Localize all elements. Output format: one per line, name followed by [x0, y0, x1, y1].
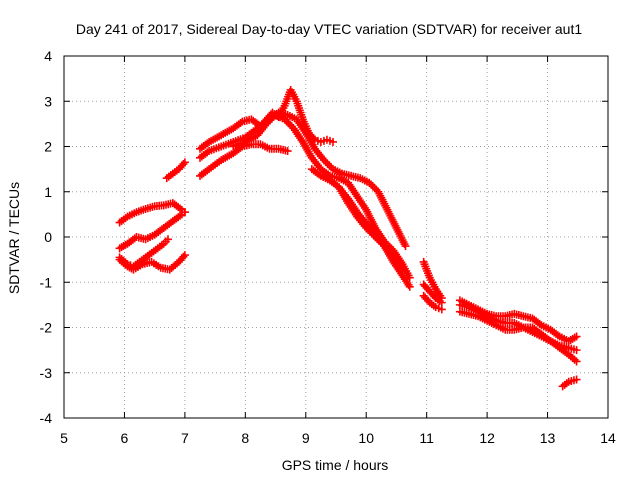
- data-point: [405, 282, 414, 291]
- x-tick-label: 12: [479, 430, 495, 446]
- data-point: [267, 114, 276, 123]
- data-series: [115, 85, 581, 391]
- series-track-h: [196, 140, 292, 180]
- data-point: [367, 180, 376, 189]
- series-track-n: [419, 280, 446, 307]
- data-point: [266, 116, 275, 125]
- data-point: [371, 233, 380, 241]
- chart-title: Day 241 of 2017, Sidereal Day-to-day VTE…: [76, 21, 583, 37]
- x-tick-label: 13: [540, 430, 556, 446]
- data-point: [572, 375, 581, 384]
- data-point: [401, 242, 410, 251]
- x-tick-label: 14: [600, 430, 616, 446]
- y-tick-label: -3: [40, 365, 53, 381]
- data-point: [572, 346, 581, 355]
- y-axis-label: SDTVAR / TECUs: [6, 182, 22, 294]
- data-point: [364, 225, 373, 234]
- data-point: [369, 231, 378, 240]
- series-track-k: [335, 183, 407, 278]
- data-point: [321, 157, 330, 166]
- data-point: [283, 147, 292, 156]
- data-point: [572, 357, 581, 366]
- data-point: [398, 269, 407, 278]
- data-point: [327, 163, 336, 172]
- series-track-b: [115, 208, 189, 253]
- x-tick-label: 10: [358, 430, 374, 446]
- y-tick-label: -4: [40, 410, 53, 426]
- data-point: [572, 332, 581, 341]
- data-point: [374, 236, 383, 245]
- y-tick-label: 4: [44, 48, 52, 64]
- plot-frame: [63, 55, 609, 419]
- data-point: [373, 234, 382, 243]
- series-track-d: [115, 251, 189, 274]
- data-point: [236, 118, 245, 127]
- series-track-e: [162, 158, 189, 183]
- data-point: [179, 160, 188, 169]
- data-point: [319, 156, 328, 165]
- series-track-m: [419, 291, 446, 314]
- x-tick-label: 7: [181, 430, 189, 446]
- data-point: [367, 229, 376, 238]
- x-tick-label: 11: [419, 430, 434, 446]
- data-point: [264, 118, 273, 127]
- data-point: [203, 148, 212, 157]
- x-tick-label: 8: [241, 430, 249, 446]
- data-point: [437, 298, 446, 307]
- y-tick-label: 2: [44, 139, 52, 155]
- data-point: [437, 305, 446, 314]
- series-track-q: [455, 300, 581, 355]
- x-tick-label: 6: [121, 430, 129, 446]
- y-tick-label: -1: [40, 274, 53, 290]
- data-point: [370, 184, 379, 193]
- y-tick-label: 3: [44, 93, 52, 109]
- x-tick-label: 9: [302, 430, 310, 446]
- data-point: [368, 182, 377, 191]
- data-point: [180, 208, 189, 217]
- data-point: [365, 178, 374, 187]
- data-point: [284, 118, 293, 127]
- data-point: [176, 211, 185, 220]
- y-tick-label: 0: [44, 229, 52, 245]
- x-tick-label: 5: [60, 430, 68, 446]
- y-tick-label: -2: [40, 320, 53, 336]
- data-point: [362, 223, 371, 232]
- data-point: [280, 115, 289, 124]
- data-point: [286, 120, 295, 129]
- data-point: [176, 204, 185, 213]
- data-point: [262, 119, 271, 128]
- series-track-o: [455, 296, 581, 346]
- data-point: [553, 331, 562, 340]
- series-track-l: [419, 257, 446, 303]
- y-tick-label: 1: [44, 184, 52, 200]
- x-axis-label: GPS time / hours: [282, 457, 389, 473]
- data-point: [180, 158, 189, 167]
- data-point: [179, 252, 188, 261]
- data-point: [315, 170, 324, 179]
- series-track-r: [558, 375, 581, 391]
- data-point: [328, 137, 337, 146]
- data-point: [163, 235, 172, 244]
- data-point: [282, 117, 291, 126]
- data-point: [365, 227, 374, 236]
- data-point: [180, 251, 189, 260]
- data-point: [323, 159, 332, 168]
- data-point: [325, 161, 334, 170]
- data-point: [535, 319, 544, 328]
- series-track-a: [115, 199, 189, 227]
- data-point: [376, 238, 385, 247]
